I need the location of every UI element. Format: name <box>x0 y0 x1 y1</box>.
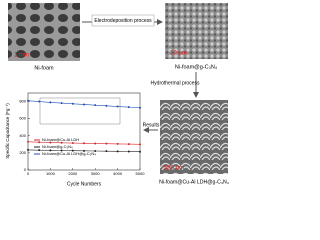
y-tick-label: 0 <box>24 167 27 172</box>
point <box>139 150 141 153</box>
legend-label: Ni-foam@Cu-Al LDH <box>42 137 79 142</box>
point <box>38 141 41 144</box>
x-tick-label: 2000 <box>68 171 78 176</box>
point <box>94 150 97 153</box>
point <box>116 142 119 145</box>
point <box>49 149 52 152</box>
point <box>27 99 29 102</box>
point <box>71 102 74 105</box>
point <box>127 106 130 109</box>
x-tick-label: 1000 <box>46 171 56 176</box>
x-tick-label: 0 <box>27 171 30 176</box>
sem-image <box>160 100 228 174</box>
x-tick-label: 5000 <box>136 171 146 176</box>
point <box>139 106 141 109</box>
scale-label: 10 μm <box>170 51 187 57</box>
legend-label: Ni-foam@Cu-Al LDH@g-C₃N₄ <box>42 151 96 156</box>
point <box>94 104 97 107</box>
y-tick-label: 600 <box>19 116 26 121</box>
image-caption: Ni-foam@g-C₃N₄ <box>175 64 218 70</box>
point <box>105 150 108 153</box>
point <box>94 142 97 145</box>
y-tick-label: 400 <box>19 133 26 138</box>
point <box>139 143 141 146</box>
image-caption: Ni-foam <box>34 65 54 71</box>
point <box>105 104 108 107</box>
point <box>38 149 41 152</box>
arrow-label: Results <box>143 122 160 128</box>
y-tick-label: 200 <box>19 150 26 155</box>
point <box>83 142 85 145</box>
point <box>116 150 119 153</box>
scale-label: 1 mm <box>14 53 29 59</box>
point <box>83 103 85 106</box>
point <box>127 143 130 146</box>
point <box>27 148 29 151</box>
point <box>71 142 74 145</box>
image-caption: Ni-foam@Cu-Al LDH@g-C₃N₄ <box>159 179 229 185</box>
point <box>38 100 41 103</box>
sem-image <box>165 3 228 59</box>
x-tick-label: 3000 <box>91 171 101 176</box>
y-axis-title: Specific Capacitance (Fg⁻¹) <box>5 103 10 159</box>
point <box>49 141 52 144</box>
sem-image <box>8 3 80 61</box>
x-tick-label: 4000 <box>113 171 123 176</box>
x-axis-title: Cycle Numbers <box>67 181 102 187</box>
point <box>105 142 108 145</box>
graphical-abstract: 1 mm Ni-foam Electrodeposition process 1… <box>5 3 229 187</box>
point <box>60 141 63 144</box>
point <box>60 102 63 105</box>
arrow-label: Electrodeposition process <box>94 18 152 24</box>
point <box>60 149 63 152</box>
y-tick-label: 800 <box>19 99 26 104</box>
point <box>49 101 52 104</box>
arrow-label-box <box>91 14 155 27</box>
point <box>83 149 85 152</box>
point <box>116 105 119 108</box>
point <box>27 140 29 143</box>
scale-label: 500 nm <box>164 166 184 172</box>
arrow-label: Hydrothermal process <box>151 80 200 86</box>
inset-frame <box>39 97 121 125</box>
point <box>71 149 74 152</box>
legend-label: Ni-foam@g-C₃N₄ <box>42 144 73 149</box>
point <box>127 150 130 153</box>
